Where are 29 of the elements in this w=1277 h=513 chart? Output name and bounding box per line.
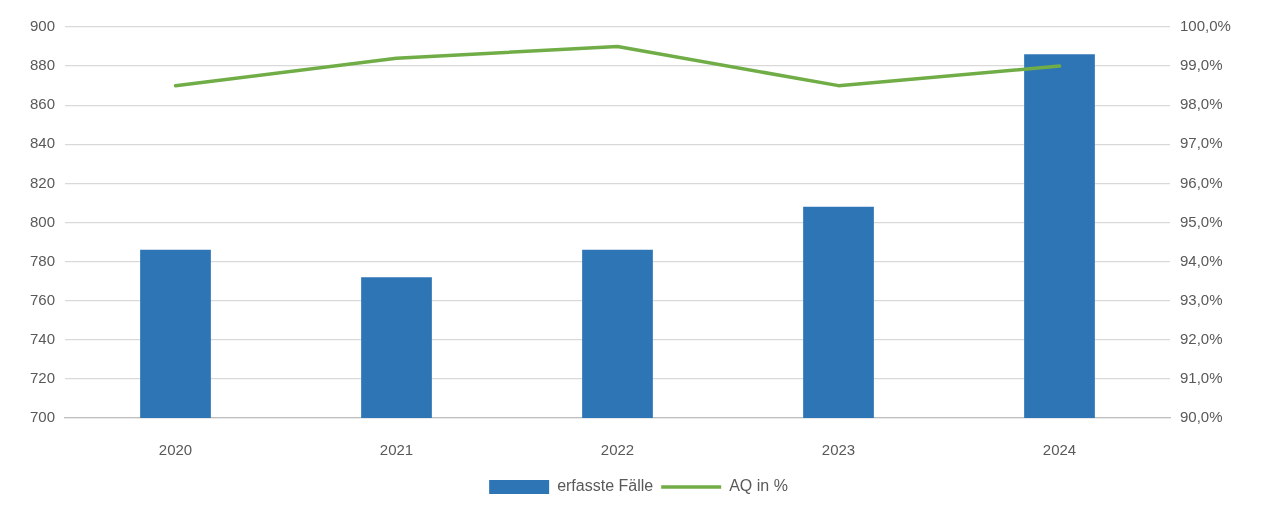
x-tick-label: 2020 xyxy=(158,441,193,459)
y-tick-label: 740 xyxy=(29,329,55,347)
y2-tick-label: 96,0% xyxy=(1180,173,1223,191)
y2-tick-label: 99,0% xyxy=(1180,56,1223,74)
y2-tick-label: 95,0% xyxy=(1180,212,1223,230)
y-tick-label: 800 xyxy=(29,212,55,230)
x-tick-label: 2021 xyxy=(379,441,414,459)
y-tick-label: 900 xyxy=(29,17,55,35)
y2-tick-label: 97,0% xyxy=(1180,134,1223,152)
y-tick-label: 820 xyxy=(29,173,55,191)
y2-tick-label: 94,0% xyxy=(1180,251,1223,269)
x-tick-label: 2023 xyxy=(821,441,856,459)
y-tick-label: 720 xyxy=(29,369,55,387)
y-tick-label: 780 xyxy=(29,251,55,269)
y-tick-label: 880 xyxy=(29,56,55,74)
x-tick-label: 2024 xyxy=(1042,441,1077,459)
y-tick-label: 700 xyxy=(29,408,55,426)
y-tick-label: 760 xyxy=(29,290,55,308)
y2-tick-label: 98,0% xyxy=(1180,95,1223,113)
y-tick-label: 860 xyxy=(29,95,55,113)
y2-tick-label: 100,0% xyxy=(1180,17,1231,35)
legend-label: erfasste Fälle xyxy=(557,477,654,495)
x-tick-label: 2022 xyxy=(600,441,635,459)
y2-tick-label: 92,0% xyxy=(1180,329,1223,347)
y2-tick-label: 90,0% xyxy=(1180,408,1223,426)
y2-tick-label: 93,0% xyxy=(1180,290,1223,308)
legend-label: AQ in % xyxy=(729,477,788,495)
y-tick-label: 840 xyxy=(29,134,55,152)
y2-tick-label: 91,0% xyxy=(1180,369,1223,387)
